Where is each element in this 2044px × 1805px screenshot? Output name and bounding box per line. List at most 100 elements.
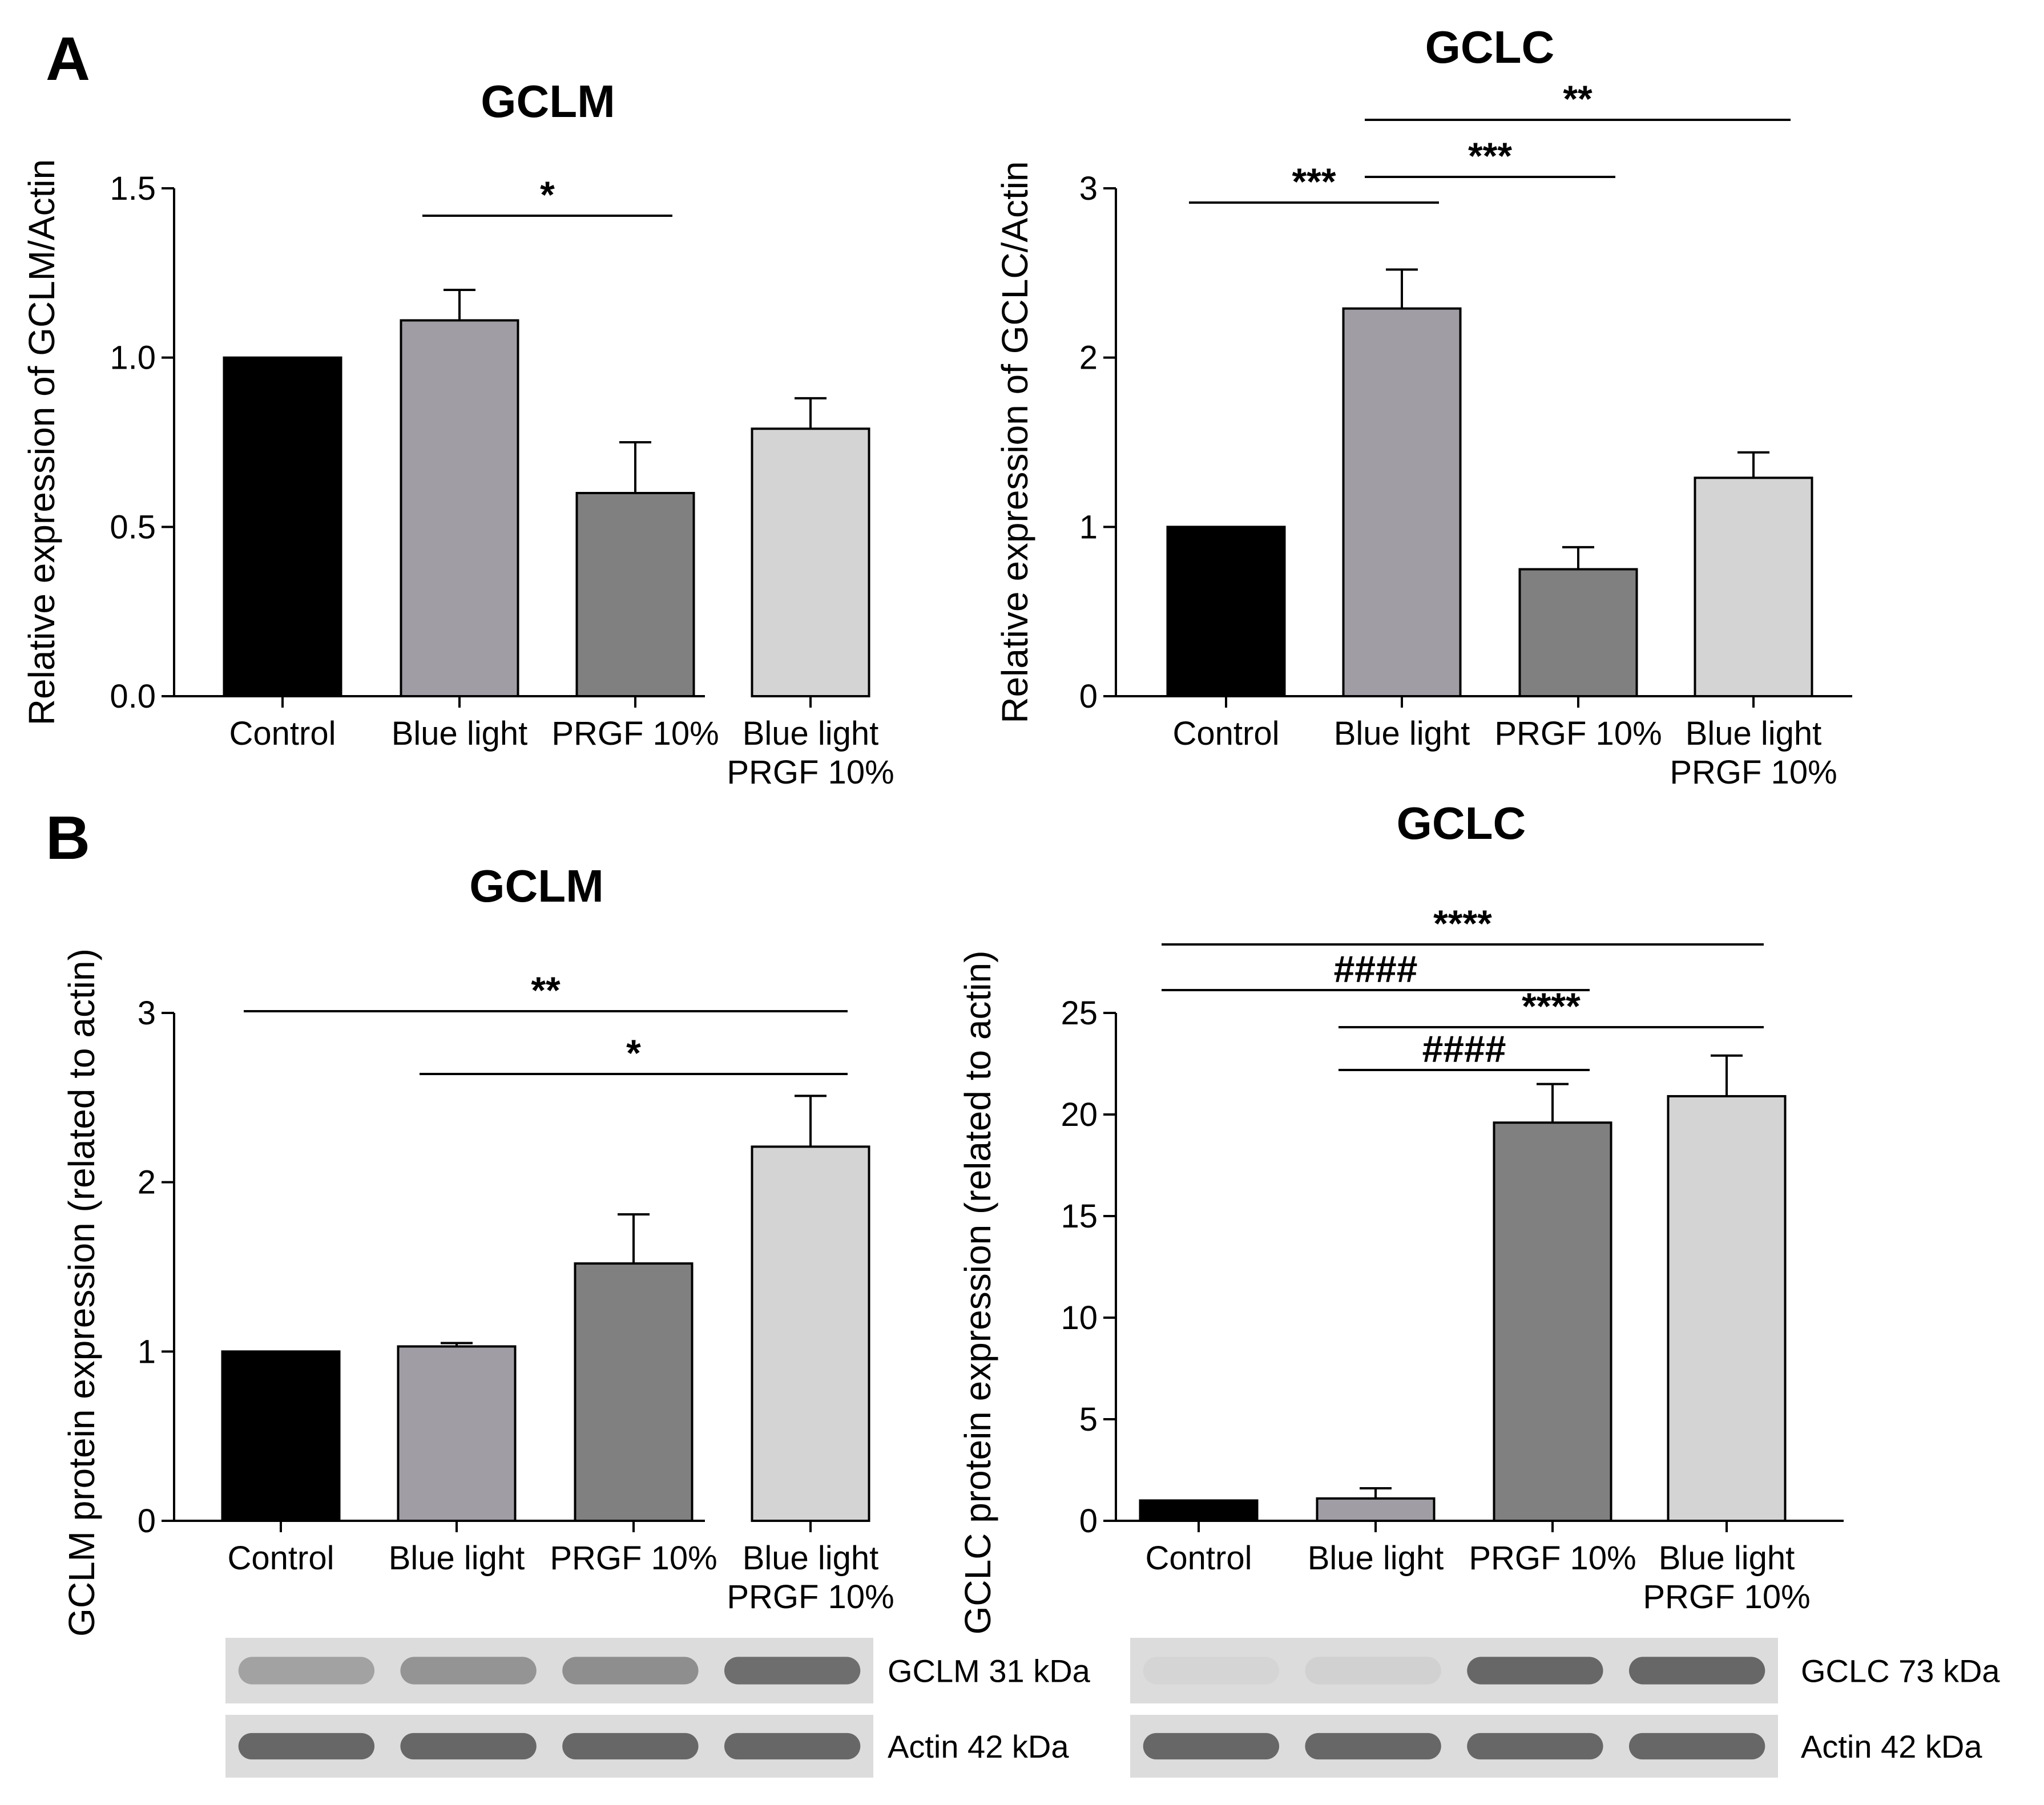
bar — [1694, 477, 1813, 697]
chart-title: GCLM — [469, 861, 604, 911]
y-tick-label: 1 — [1079, 508, 1098, 546]
x-tick-label: Control — [229, 715, 336, 752]
x-tick-label-line: PRGF 10% — [551, 715, 719, 752]
x-tick-label: Control — [1173, 715, 1280, 752]
bar — [397, 1345, 517, 1523]
bar — [1518, 568, 1638, 697]
blot-band — [1143, 1733, 1280, 1760]
y-tick-label: 1 — [138, 1333, 156, 1370]
bar — [751, 427, 870, 697]
panel-label: A — [46, 24, 90, 93]
blot-band — [238, 1733, 375, 1760]
x-tick-label: Blue light — [1308, 1540, 1444, 1577]
y-tick-label: 25 — [1061, 995, 1098, 1032]
x-tick-label: Blue light PRGF 10% — [727, 715, 894, 791]
x-tick-label: Control — [1146, 1540, 1252, 1577]
y-tick-label: 15 — [1061, 1198, 1098, 1235]
x-tick-label-line: Blue light — [1334, 715, 1470, 752]
x-tick-label-line: Blue light — [392, 715, 528, 752]
blot-band-label: GCLM 31 kDa — [888, 1653, 1091, 1689]
blot-band — [400, 1657, 537, 1685]
x-tick-label-line: Blue light — [1308, 1540, 1444, 1577]
blot-band — [1143, 1657, 1280, 1685]
x-tick-label-line: PRGF 10% — [1670, 754, 1837, 791]
y-tick-label: 20 — [1061, 1096, 1098, 1133]
y-tick-label: 1.0 — [110, 340, 156, 377]
x-tick-label-line: Blue light — [743, 715, 879, 752]
blot-band — [400, 1733, 537, 1760]
y-tick-label: 5 — [1079, 1401, 1098, 1438]
significance-label: ** — [531, 969, 561, 1011]
blot-band — [238, 1657, 375, 1685]
x-tick-label-line: PRGF 10% — [1494, 715, 1662, 752]
x-tick-label: Blue light — [1334, 715, 1470, 752]
x-tick-label: PRGF 10% — [1469, 1540, 1636, 1577]
bar — [574, 1262, 694, 1522]
x-tick-label-line: Control — [1146, 1540, 1252, 1577]
chart-title: GCLM — [481, 76, 615, 127]
bar — [223, 356, 342, 697]
significance-label: * — [626, 1032, 641, 1074]
blot-band — [1628, 1657, 1765, 1685]
x-tick-label: Blue light PRGF 10% — [727, 1540, 894, 1616]
y-tick-label: 10 — [1061, 1299, 1098, 1336]
blot-band-label: GCLC 73 kDa — [1801, 1653, 2000, 1689]
significance-label: *** — [1468, 135, 1512, 177]
chart-title: GCLC — [1425, 22, 1555, 72]
y-tick-label: 0.0 — [110, 678, 156, 715]
x-tick-label-line: Control — [228, 1540, 334, 1577]
blot-band-label: Actin 42 kDa — [1801, 1729, 1982, 1764]
x-tick-label-line: Blue light — [1659, 1540, 1795, 1577]
chart-panel-3: B GCLM GCLM protein expression (related to… — [46, 803, 1091, 1778]
significance-label: #### — [1334, 948, 1418, 990]
y-axis-label: Relative expression of GCLC/Actin — [994, 161, 1035, 723]
blot-band — [562, 1657, 699, 1685]
significance-label: **** — [1433, 902, 1492, 944]
blot-band-label: Actin 42 kDa — [888, 1729, 1069, 1764]
x-tick-label-line: Control — [1173, 715, 1280, 752]
x-tick-label-line: Blue light — [1686, 715, 1822, 752]
chart-title: GCLC — [1397, 798, 1526, 849]
x-tick-label: Blue light — [392, 715, 528, 752]
y-tick-label: 3 — [1079, 170, 1098, 207]
bar — [400, 319, 519, 697]
y-axis-label: Relative expression of GCLM/Actin — [21, 159, 62, 725]
blot-band — [1628, 1733, 1765, 1760]
x-tick-label: Blue light PRGF 10% — [1643, 1540, 1810, 1616]
y-axis-label: GCLM protein expression (related to acti… — [61, 948, 102, 1637]
bar — [575, 492, 695, 697]
bar — [1667, 1095, 1787, 1522]
bar — [1166, 526, 1286, 697]
bar — [221, 1350, 341, 1522]
blot-band — [724, 1657, 861, 1685]
y-tick-label: 3 — [138, 995, 156, 1032]
y-tick-label: 0.5 — [110, 508, 156, 546]
bar — [1316, 1497, 1436, 1523]
y-tick-label: 0 — [1079, 1503, 1098, 1540]
x-tick-label: PRGF 10% — [1494, 715, 1662, 752]
chart-panel-2: GCLC Relative expression of GCLC/Actin 0 1 2… — [994, 22, 1852, 791]
x-tick-label-line: PRGF 10% — [550, 1540, 717, 1577]
blot-band — [1467, 1733, 1603, 1760]
chart-panel-4: GCLC GCLC protein expression (related to … — [957, 798, 2000, 1778]
blot-band — [562, 1733, 699, 1760]
blot-band — [1467, 1657, 1603, 1685]
y-tick-label: 0 — [138, 1503, 156, 1540]
blot-band — [1305, 1657, 1441, 1685]
chart-panel-1: A GCLM Relative expression of GCLM/Actin 0.… — [21, 24, 894, 791]
y-tick-label: 0 — [1079, 678, 1098, 715]
x-tick-label-line: Control — [229, 715, 336, 752]
blot-band — [724, 1733, 861, 1760]
x-tick-label: PRGF 10% — [550, 1540, 717, 1577]
x-tick-label-line: Blue light — [389, 1540, 525, 1577]
x-tick-label: Blue light PRGF 10% — [1670, 715, 1837, 791]
x-tick-label-line: PRGF 10% — [1643, 1578, 1810, 1616]
significance-label: #### — [1422, 1028, 1506, 1070]
y-axis-label: GCLC protein expression (related to acti… — [957, 951, 998, 1635]
significance-label: * — [540, 173, 555, 216]
bar — [1342, 307, 1462, 697]
bar — [1493, 1121, 1612, 1522]
x-tick-label: Control — [228, 1540, 334, 1577]
x-tick-label: PRGF 10% — [551, 715, 719, 752]
